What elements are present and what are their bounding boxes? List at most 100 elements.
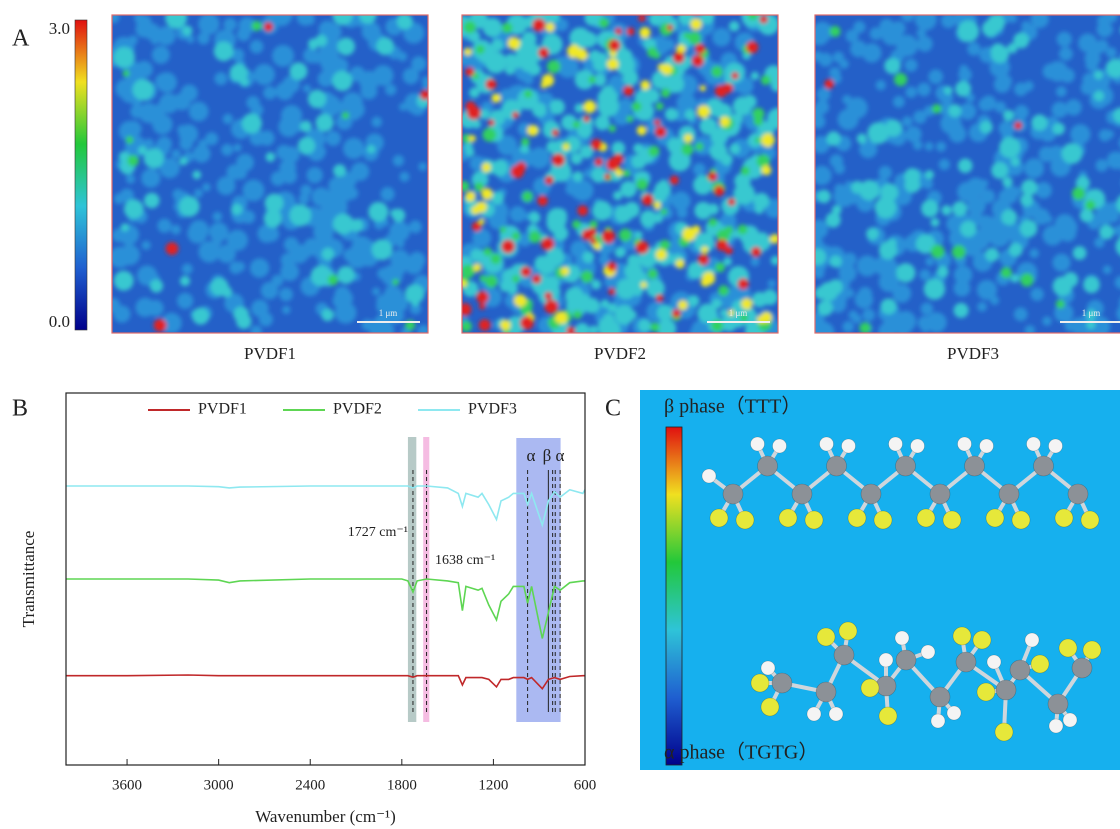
heatmap-spot: [1083, 276, 1100, 294]
heatmap-spot: [917, 82, 931, 97]
heatmap-spot: [591, 279, 601, 290]
atom: [1011, 510, 1031, 530]
heatmap-spot: [238, 17, 256, 35]
heatmap-spot: [271, 274, 284, 287]
heatmap-spot: [517, 88, 539, 110]
heatmap-spot: [1101, 202, 1111, 211]
heatmap-spot: [367, 319, 383, 333]
heatmap-spot: [754, 234, 771, 251]
heatmap-spot: [943, 86, 953, 95]
map-caption: PVDF2: [594, 344, 646, 363]
atom: [946, 705, 962, 721]
heatmap-spot: [546, 35, 556, 44]
heatmap-spot: [289, 204, 312, 227]
atom: [750, 673, 770, 693]
atom: [1048, 718, 1064, 734]
atom: [778, 508, 798, 528]
heatmap-spot: [221, 143, 234, 156]
heatmap-spot: [550, 160, 572, 182]
heatmap-spot: [182, 25, 193, 36]
heatmap-spot: [306, 167, 323, 184]
heatmap-spot: [638, 318, 652, 333]
heatmap-spot: [674, 108, 688, 122]
colorbar: [74, 19, 88, 331]
heatmap-spot: [750, 71, 760, 81]
heatmap-spot: [562, 143, 570, 151]
heatmap-spot: [936, 265, 949, 278]
heatmap-spot: [1042, 316, 1052, 326]
heatmap-spot: [817, 189, 831, 204]
heatmap-spot: [221, 286, 233, 298]
heatmap-spot: [361, 22, 381, 42]
heatmap-spot: [485, 275, 498, 288]
atom: [1024, 632, 1040, 648]
legend-label: PVDF3: [468, 401, 517, 418]
heatmap-spot: [250, 325, 262, 333]
heatmap-spot: [385, 84, 397, 96]
heatmap-spot: [462, 180, 470, 192]
heatmap-spot: [672, 309, 681, 318]
heatmap-spot: [660, 208, 668, 216]
heatmap-spot: [926, 312, 947, 333]
heatmap-spot: [697, 303, 718, 324]
heatmap-spot: [1114, 275, 1120, 289]
heatmap-spot: [856, 133, 867, 144]
panel-label: C: [605, 396, 621, 422]
heatmap-spot: [1093, 90, 1105, 102]
heatmap-spot: [1021, 20, 1032, 31]
heatmap-spot: [690, 18, 702, 30]
heatmap-spot: [296, 15, 315, 26]
heatmap-spot: [226, 164, 243, 181]
heatmap-spot: [1010, 273, 1020, 283]
heatmap-spot: [510, 165, 524, 179]
atom: [815, 681, 837, 703]
heatmap-spot: [209, 222, 229, 242]
atom: [860, 678, 880, 698]
heatmap-spot: [677, 300, 688, 310]
heatmap-spot: [512, 111, 519, 119]
colorbar-max: 3.0: [49, 19, 70, 38]
heatmap-spot: [959, 102, 977, 120]
heatmaps: 1 μm PVDF1 1 μm PVDF2 1 μm PVDF3: [111, 14, 1120, 363]
heatmap-spot: [113, 270, 134, 291]
heatmap-spot: [581, 229, 593, 241]
heatmap-spot: [499, 226, 507, 233]
heatmap-spot: [1114, 154, 1120, 163]
heatmap-spot: [1117, 228, 1120, 237]
molecules: [701, 436, 1102, 742]
heatmap-spot: [479, 302, 486, 310]
phase-label: α: [556, 446, 565, 465]
atom: [760, 660, 776, 676]
heatmap-spot: [501, 99, 522, 120]
heatmap-spot: [1115, 237, 1120, 256]
heatmap-spot: [1078, 33, 1098, 53]
atom: [806, 706, 822, 722]
heatmap-spot: [615, 27, 622, 35]
heatmap-spot: [473, 249, 486, 262]
heatmap-spot: [573, 310, 582, 320]
heatmap-spot: [701, 246, 709, 254]
heatmap-spot: [1058, 224, 1077, 242]
heatmap-spot: [753, 192, 770, 209]
heatmap-spot: [144, 138, 154, 149]
heatmap-spot: [741, 298, 753, 310]
heatmap-spot: [1054, 229, 1064, 239]
heatmap-spot: [302, 84, 311, 93]
heatmap-spot: [699, 15, 715, 25]
heatmap-spot: [217, 244, 236, 264]
heatmap-spot: [326, 36, 340, 50]
heatmap-spot: [896, 263, 916, 283]
heatmap-spot: [951, 244, 966, 259]
heatmap-spot: [965, 93, 975, 103]
heatmap-spot: [396, 15, 413, 30]
heatmap-spot: [303, 47, 319, 64]
heatmap-spot: [420, 89, 428, 100]
atom: [895, 455, 916, 477]
heatmap-spot: [1072, 246, 1087, 260]
atom: [976, 682, 996, 702]
heatmap-spot: [321, 247, 335, 261]
heatmap-spot: [622, 169, 631, 178]
heatmap-spot: [551, 129, 559, 137]
heatmap-spot: [720, 153, 733, 166]
